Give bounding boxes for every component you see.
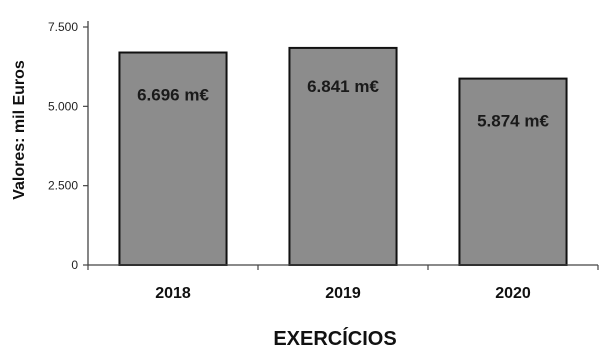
y-tick-label: 7.500 xyxy=(48,20,78,34)
y-axis: 0 2.500 5.000 7.500 xyxy=(48,20,89,272)
y-tick-label: 5.000 xyxy=(48,99,78,113)
x-tick-label-2018: 2018 xyxy=(155,285,191,302)
bar-2019 xyxy=(288,46,398,267)
y-tick-label: 2.500 xyxy=(48,179,78,193)
data-label-2020: 5.874 m€ xyxy=(477,112,549,131)
data-label-2019: 6.841 m€ xyxy=(307,77,379,96)
x-tick-label-2019: 2019 xyxy=(325,285,361,302)
x-axis: 2018 2019 2020 xyxy=(87,264,599,302)
data-label-2018: 6.696 m€ xyxy=(137,86,209,105)
bar-2020 xyxy=(458,77,568,266)
bar-2018 xyxy=(118,51,228,267)
bars: 6.696 m€ 6.841 m€ 5.874 m€ xyxy=(118,46,568,267)
x-axis-label: EXERCÍCIOS xyxy=(273,327,396,350)
y-tick-label: 0 xyxy=(71,258,78,272)
y-axis-label: Valores: mil Euros xyxy=(11,60,28,200)
x-tick-label-2020: 2020 xyxy=(495,285,531,302)
